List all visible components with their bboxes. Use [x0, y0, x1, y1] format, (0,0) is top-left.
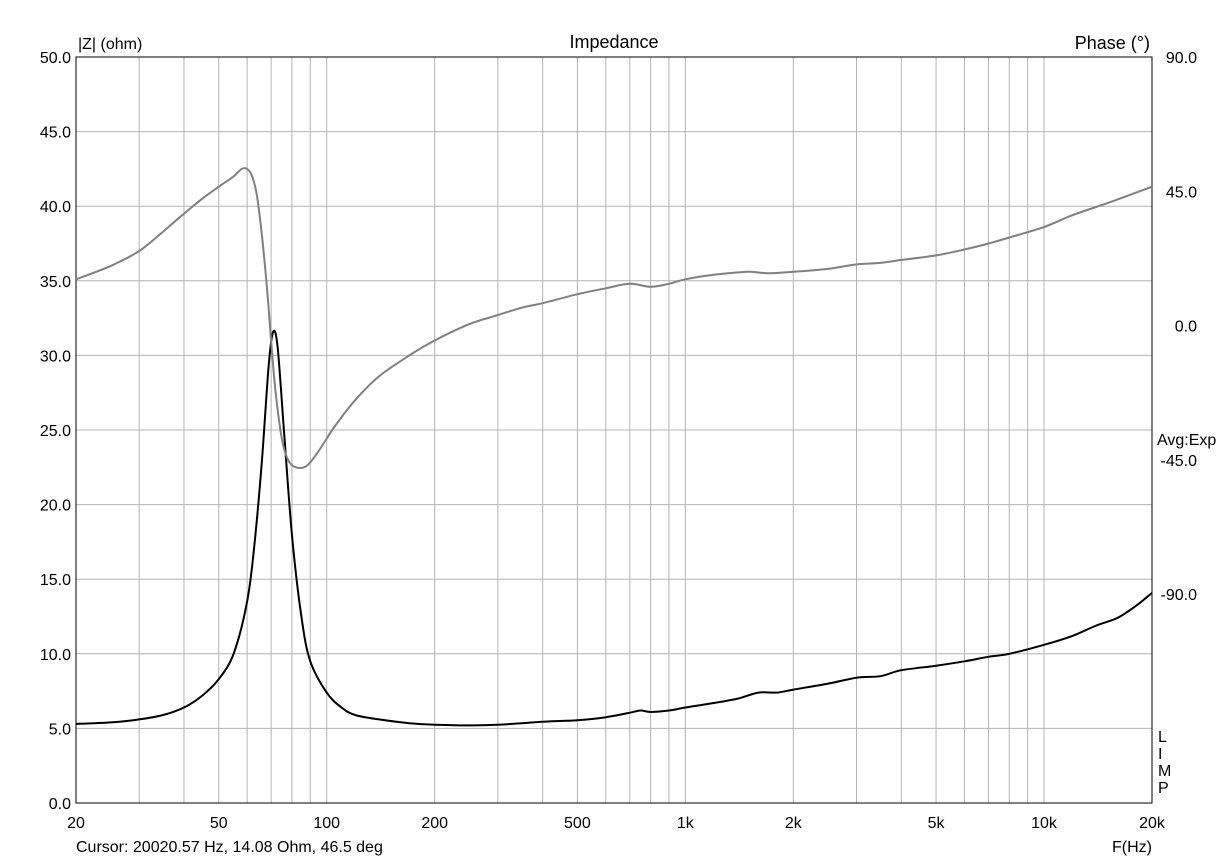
- x-tick-labels: 20 50 100 200 500 1k 2k 5k 10k 20k: [67, 815, 1166, 832]
- right-y-tick-labels: 90.0 45.0 0.0 -45.0 -90.0: [1161, 50, 1198, 604]
- chart-title: Impedance: [569, 32, 658, 52]
- limp-letter: L: [1158, 729, 1167, 746]
- x-tick-label: 20: [67, 815, 85, 832]
- left-y-tick-label: 25.0: [40, 423, 71, 440]
- right-axis-label: Phase (°): [1075, 33, 1150, 53]
- cursor-readout: Cursor: 20020.57 Hz, 14.08 Ohm, 46.5 deg: [76, 839, 383, 856]
- left-y-tick-label: 35.0: [40, 274, 71, 291]
- x-tick-label: 50: [210, 815, 228, 832]
- left-y-tick-label: 15.0: [40, 572, 71, 589]
- right-y-tick-label: 45.0: [1166, 184, 1197, 201]
- x-tick-label: 20k: [1139, 815, 1166, 832]
- limp-letter: P: [1158, 780, 1169, 797]
- limp-letter: I: [1158, 746, 1162, 763]
- x-tick-label: 2k: [785, 815, 803, 832]
- left-axis-label: |Z| (ohm): [78, 36, 142, 53]
- left-y-tick-labels: 0.0 5.0 10.0 15.0 20.0 25.0 30.0 35.0 40.0 45.0 50…: [40, 50, 71, 813]
- left-y-tick-label: 10.0: [40, 647, 71, 664]
- x-tick-label: 1k: [677, 815, 695, 832]
- left-y-tick-label: 30.0: [40, 348, 71, 365]
- averaging-annotation: Avg:Exp: [1157, 432, 1216, 449]
- right-y-tick-label: -45.0: [1161, 453, 1198, 470]
- left-y-tick-label: 0.0: [49, 796, 71, 813]
- left-y-tick-label: 45.0: [40, 125, 71, 142]
- phase-curve: [75, 167, 1153, 469]
- x-tick-label: 10k: [1031, 815, 1058, 832]
- right-y-tick-label: -90.0: [1161, 587, 1198, 604]
- horizontal-gridlines: [76, 56, 1152, 804]
- x-axis-label: F(Hz): [1112, 839, 1152, 856]
- x-tick-label: 200: [421, 815, 448, 832]
- left-y-tick-label: 40.0: [40, 199, 71, 216]
- series-layer: [75, 167, 1153, 727]
- right-y-tick-label: 90.0: [1166, 50, 1197, 67]
- x-tick-label: 5k: [928, 815, 946, 832]
- plot-frame: [75, 56, 1153, 804]
- left-y-tick-label: 5.0: [49, 721, 71, 738]
- x-tick-label: 500: [564, 815, 591, 832]
- right-y-tick-label: 0.0: [1175, 319, 1197, 336]
- x-tick-label: 100: [313, 815, 340, 832]
- limp-letter: M: [1158, 763, 1171, 780]
- impedance-curve: [75, 329, 1153, 727]
- left-y-tick-label: 50.0: [40, 50, 71, 67]
- left-y-tick-label: 20.0: [40, 498, 71, 515]
